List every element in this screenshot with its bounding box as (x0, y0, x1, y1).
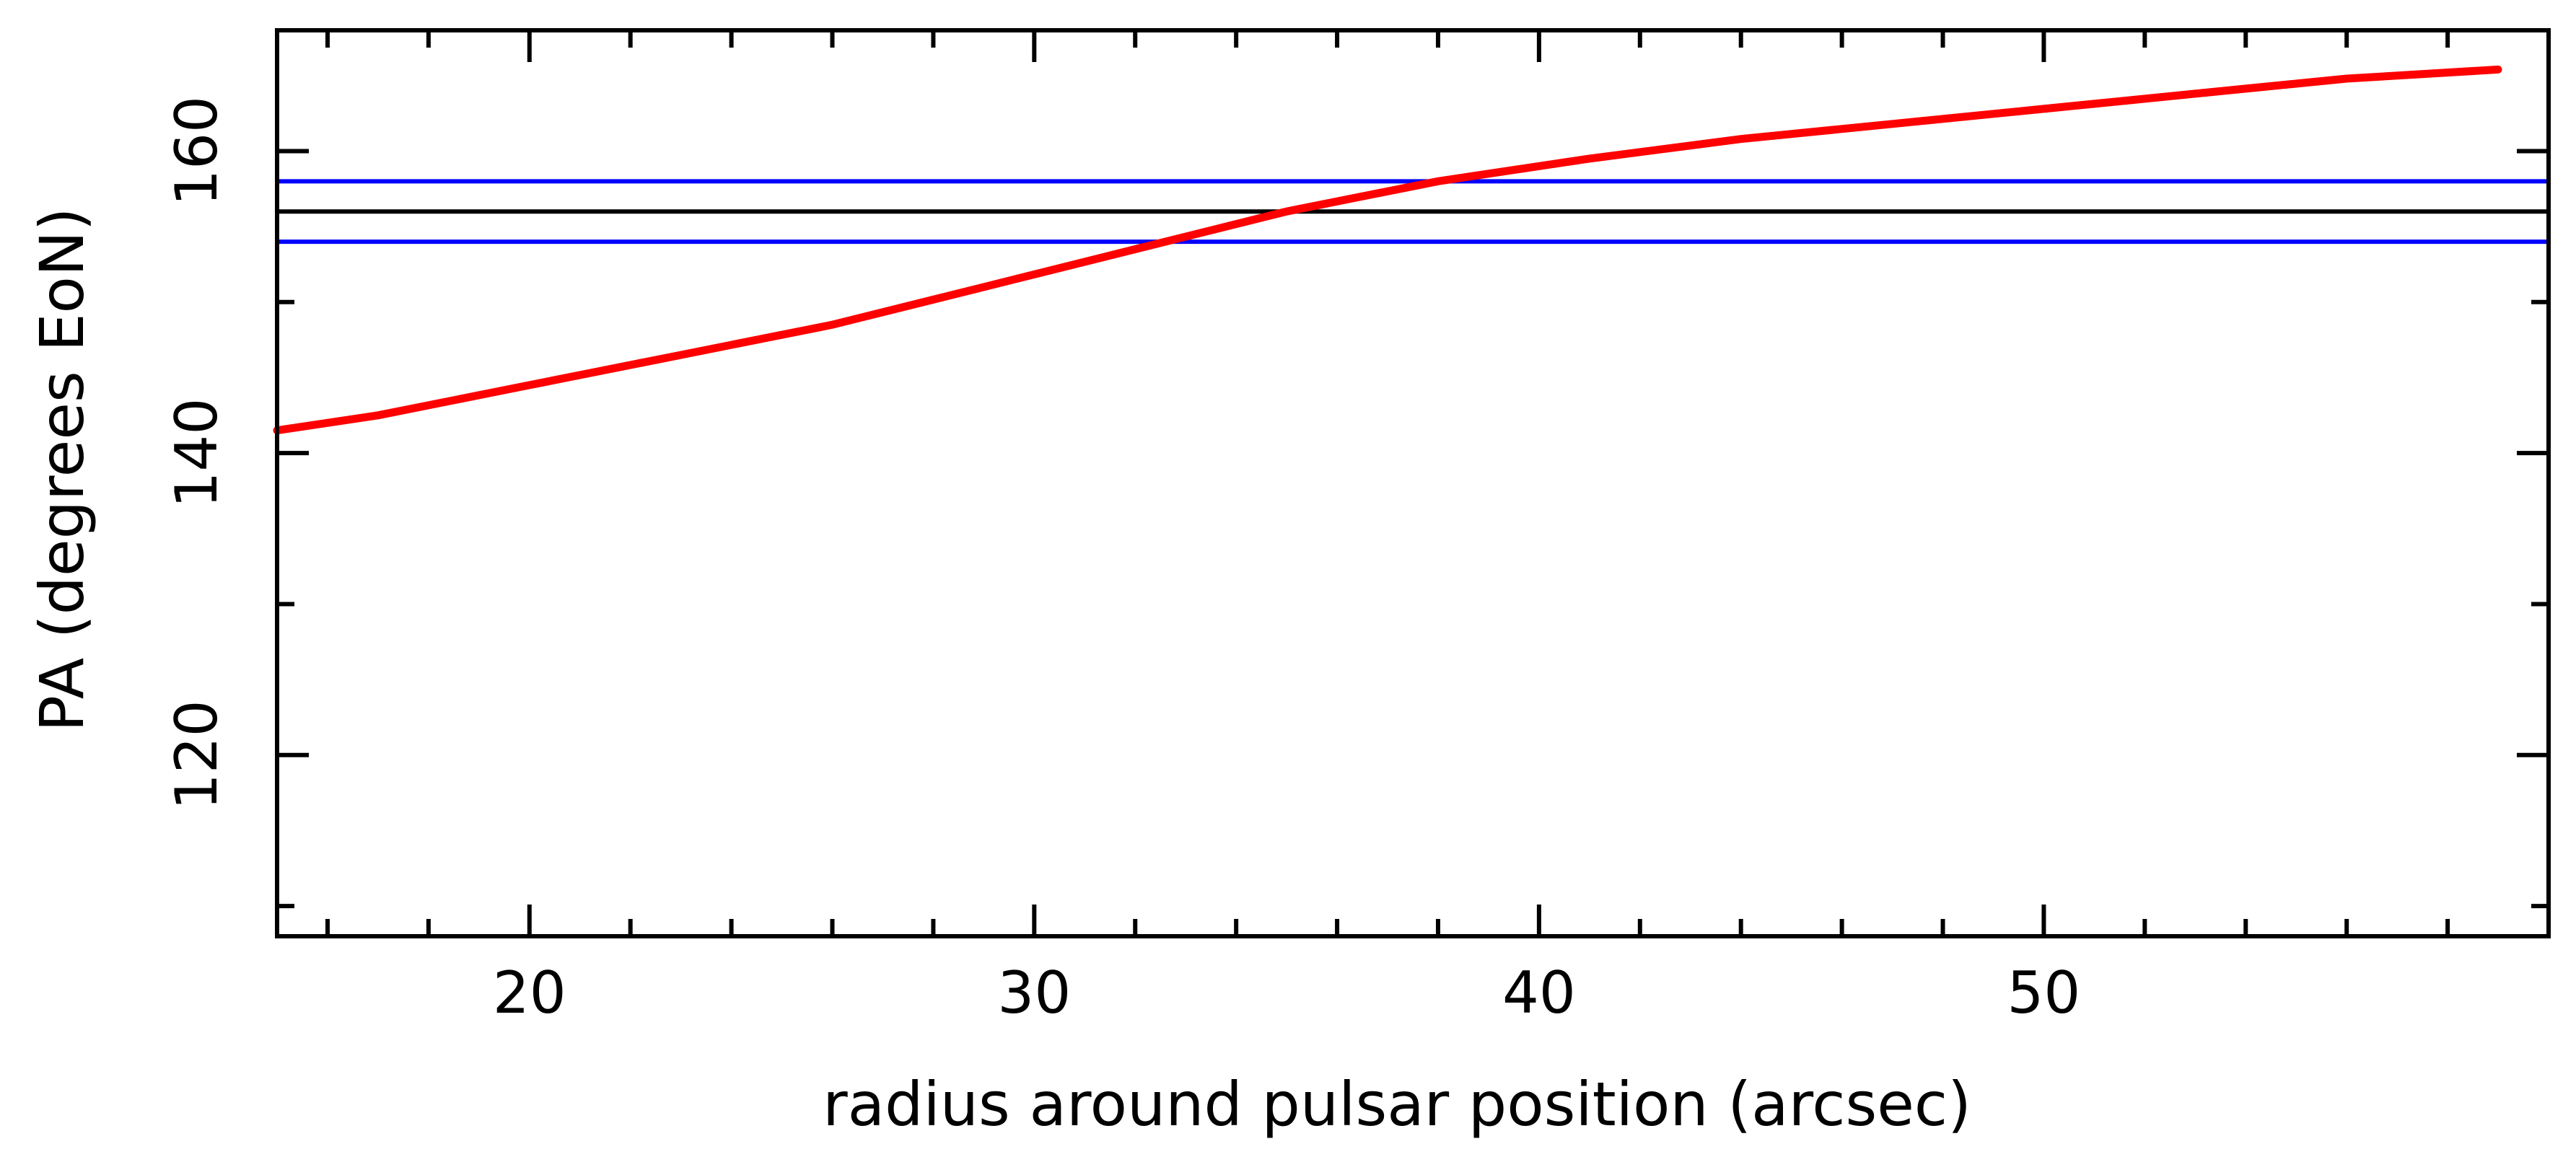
x-tick-label: 30 (997, 959, 1071, 1026)
x-tick-label: 40 (1502, 959, 1576, 1026)
plot-frame-group (275, 28, 2551, 938)
plot-marks (273, 65, 2549, 435)
x-axis-label: radius around pulsar position (arcsec) (823, 1069, 1971, 1140)
axis-ticks (277, 30, 2551, 936)
y-tick-label: 160 (163, 96, 230, 206)
series-line-0 (273, 65, 2502, 435)
y-tick-label: 120 (163, 700, 230, 810)
plot-frame (275, 28, 2551, 938)
x-tick-label: 50 (2007, 959, 2081, 1026)
tick-labels: 20 30 40 50 120 140 160 (163, 96, 2080, 1026)
x-tick-label: 20 (493, 959, 566, 1026)
y-tick-label: 140 (163, 398, 230, 509)
y-axis-label: PA (degrees EoN) (27, 207, 97, 731)
